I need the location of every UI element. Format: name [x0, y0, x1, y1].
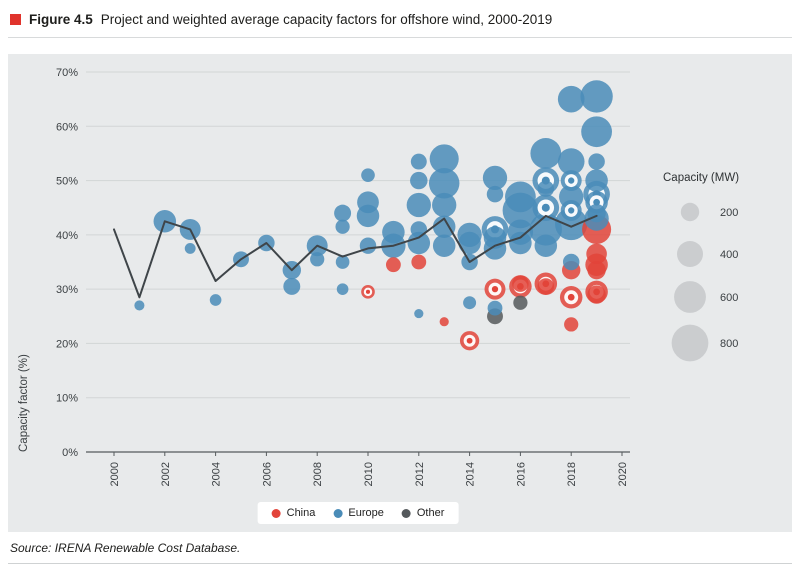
- svg-text:2004: 2004: [211, 462, 223, 486]
- svg-text:30%: 30%: [56, 284, 78, 296]
- series-legend: China Europe Other: [257, 502, 459, 524]
- svg-text:70%: 70%: [56, 67, 78, 79]
- figure-label: Figure 4.5: [29, 12, 93, 27]
- legend-dot-china: [271, 508, 281, 518]
- legend-item-china: China: [271, 507, 316, 519]
- svg-text:2014: 2014: [465, 462, 477, 486]
- figure-footer: Source: IRENA Renewable Cost Database.: [8, 532, 792, 564]
- svg-text:2012: 2012: [414, 462, 426, 486]
- figure-title: Project and weighted average capacity fa…: [100, 12, 553, 27]
- svg-text:400: 400: [720, 249, 738, 261]
- svg-text:10%: 10%: [56, 393, 78, 405]
- svg-text:2006: 2006: [261, 462, 273, 486]
- legend-label-china: China: [286, 507, 316, 519]
- legend-label-europe: Europe: [348, 507, 384, 519]
- svg-text:200: 200: [720, 207, 738, 219]
- svg-text:600: 600: [720, 292, 738, 304]
- figure-header: Figure 4.5 Project and weighted average …: [8, 0, 792, 38]
- figure-marker: [10, 14, 21, 25]
- svg-text:0%: 0%: [62, 447, 78, 459]
- svg-text:2008: 2008: [312, 462, 324, 486]
- legend-item-europe: Europe: [333, 507, 384, 519]
- svg-text:60%: 60%: [56, 121, 78, 133]
- legend-item-other: Other: [401, 507, 445, 519]
- svg-text:40%: 40%: [56, 230, 78, 242]
- svg-text:2002: 2002: [160, 462, 172, 486]
- svg-text:2010: 2010: [363, 462, 375, 486]
- svg-text:2020: 2020: [617, 462, 629, 486]
- svg-text:2018: 2018: [566, 462, 578, 486]
- svg-text:2016: 2016: [515, 462, 527, 486]
- bottom-rule: [8, 563, 792, 564]
- size-legend-title: Capacity (MW): [663, 172, 740, 184]
- chart-panel: Capacity factor (%) 0% 10% 20% 30% 40% 50% 60%…: [8, 54, 792, 532]
- svg-text:800: 800: [720, 338, 738, 350]
- svg-text:20%: 20%: [56, 338, 78, 350]
- legend-label-other: Other: [416, 507, 445, 519]
- svg-text:50%: 50%: [56, 176, 78, 188]
- legend-dot-europe: [333, 508, 343, 518]
- svg-text:2000: 2000: [109, 462, 121, 486]
- chart-svg: 0% 10% 20% 30% 40% 50% 60% 70% 2000 2002 2004 2006 2…: [56, 67, 738, 486]
- legend-dot-other: [401, 508, 411, 518]
- source-note: Source: IRENA Renewable Cost Database.: [10, 541, 241, 555]
